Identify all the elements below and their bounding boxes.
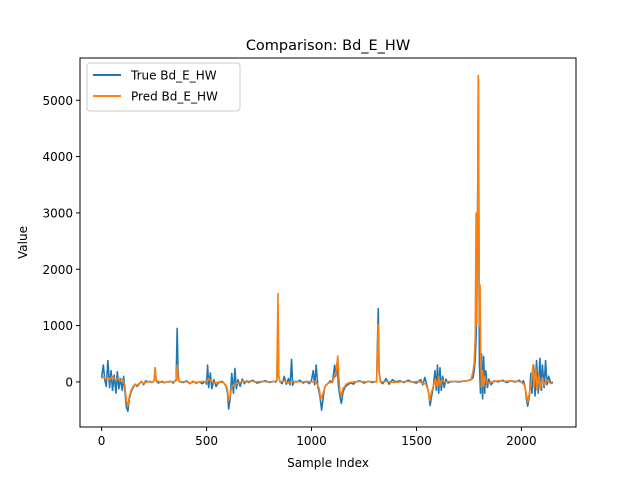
x-tick-label: 0 [98,434,106,448]
y-axis-label: Value [16,226,30,259]
legend-label: True Bd_E_HW [130,69,217,83]
legend-box [86,62,241,112]
legend: True Bd_E_HW Pred Bd_E_HW [86,62,241,112]
y-axis: 0 1000 2000 3000 4000 5000 [42,94,80,389]
x-tick-label: 2000 [506,434,537,448]
x-tick-label: 1000 [296,434,327,448]
series-layer [100,74,554,413]
x-tick-label: 500 [195,434,218,448]
y-tick-label: 0 [65,375,73,389]
x-axis-label: Sample Index [287,456,369,470]
plot-frame [79,57,577,428]
chart-title: Comparison: Bd_E_HW [246,38,410,54]
y-tick-label: 4000 [42,150,73,164]
x-axis: 0 500 1000 1500 2000 [98,427,537,448]
plot-area [79,57,577,428]
y-tick-label: 2000 [42,263,73,277]
series-line-pred [101,74,554,407]
legend-label: Pred Bd_E_HW [131,90,218,104]
y-tick-label: 5000 [42,94,73,108]
x-tick-label: 1500 [401,434,432,448]
y-tick-label: 3000 [42,206,73,220]
y-tick-label: 1000 [42,319,73,333]
